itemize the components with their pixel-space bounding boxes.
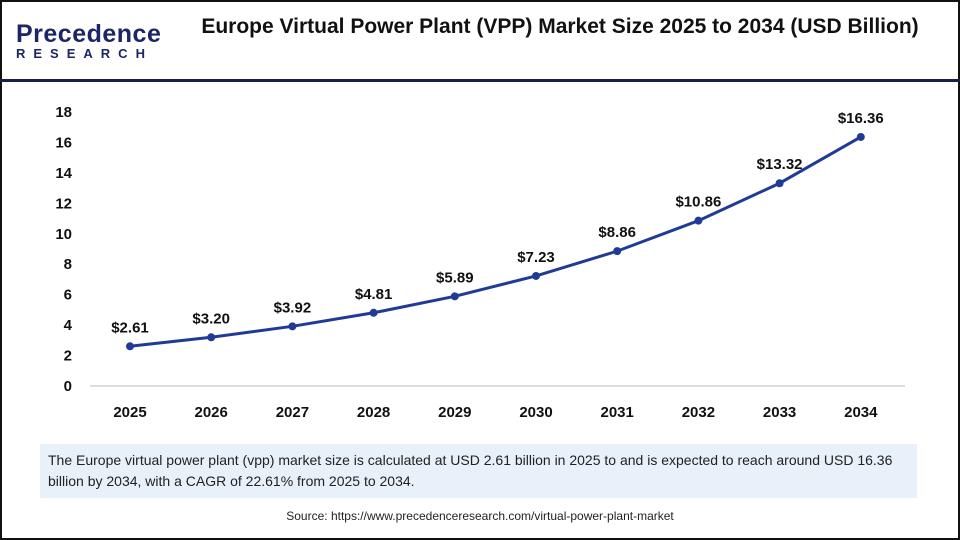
- x-tick-label: 2025: [113, 404, 146, 421]
- data-label: $4.81: [355, 286, 393, 303]
- y-tick-label: 14: [55, 165, 72, 182]
- y-tick-label: 10: [55, 226, 72, 243]
- data-point: [369, 308, 378, 317]
- y-tick-label: 4: [64, 317, 73, 334]
- data-point: [613, 247, 622, 256]
- data-point: [532, 271, 540, 280]
- x-tick-label: 2034: [844, 404, 878, 421]
- data-label: $8.86: [598, 224, 636, 241]
- data-point: [775, 179, 784, 188]
- chart-title: Europe Virtual Power Plant (VPP) Market …: [201, 15, 919, 38]
- data-label: $16.36: [838, 110, 884, 127]
- logo-line1: Precedence: [16, 20, 162, 48]
- y-tick-label: 12: [55, 195, 72, 212]
- data-point: [694, 216, 703, 225]
- x-tick-label: 2029: [438, 404, 471, 421]
- x-tick-label: 2030: [519, 404, 552, 421]
- data-label: $3.92: [274, 299, 312, 316]
- x-tick-label: 2028: [357, 404, 390, 421]
- data-label: $2.61: [111, 319, 149, 336]
- x-tick-label: 2026: [195, 404, 228, 421]
- data-point: [207, 333, 216, 342]
- data-label: $7.23: [517, 249, 555, 266]
- x-tick-label: 2027: [276, 404, 309, 421]
- y-tick-label: 2: [64, 348, 72, 365]
- data-point: [126, 342, 134, 351]
- data-point: [288, 322, 297, 331]
- source-text: Source: https://www.precedenceresearch.c…: [286, 509, 674, 523]
- data-label: $5.89: [436, 269, 474, 286]
- y-tick-label: 18: [55, 104, 72, 121]
- header-divider: [0, 79, 960, 82]
- y-tick-label: 16: [55, 134, 72, 151]
- data-point: [450, 292, 459, 301]
- data-label: $13.32: [757, 156, 803, 173]
- x-tick-label: 2033: [763, 404, 796, 421]
- info-box: The Europe virtual power plant (vpp) mar…: [40, 444, 917, 498]
- data-label: $3.20: [192, 310, 230, 327]
- logo-line2: RESEARCH: [16, 46, 153, 61]
- data-label: $10.86: [675, 194, 721, 211]
- logo: Precedence RESEARCH: [16, 20, 166, 61]
- y-tick-label: 0: [64, 378, 72, 395]
- data-point: [856, 132, 865, 141]
- series-line: [129, 135, 862, 348]
- y-tick-label: 6: [64, 287, 72, 304]
- x-tick-label: 2032: [682, 404, 715, 421]
- y-tick-label: 8: [64, 256, 72, 273]
- x-tick-label: 2031: [601, 404, 634, 421]
